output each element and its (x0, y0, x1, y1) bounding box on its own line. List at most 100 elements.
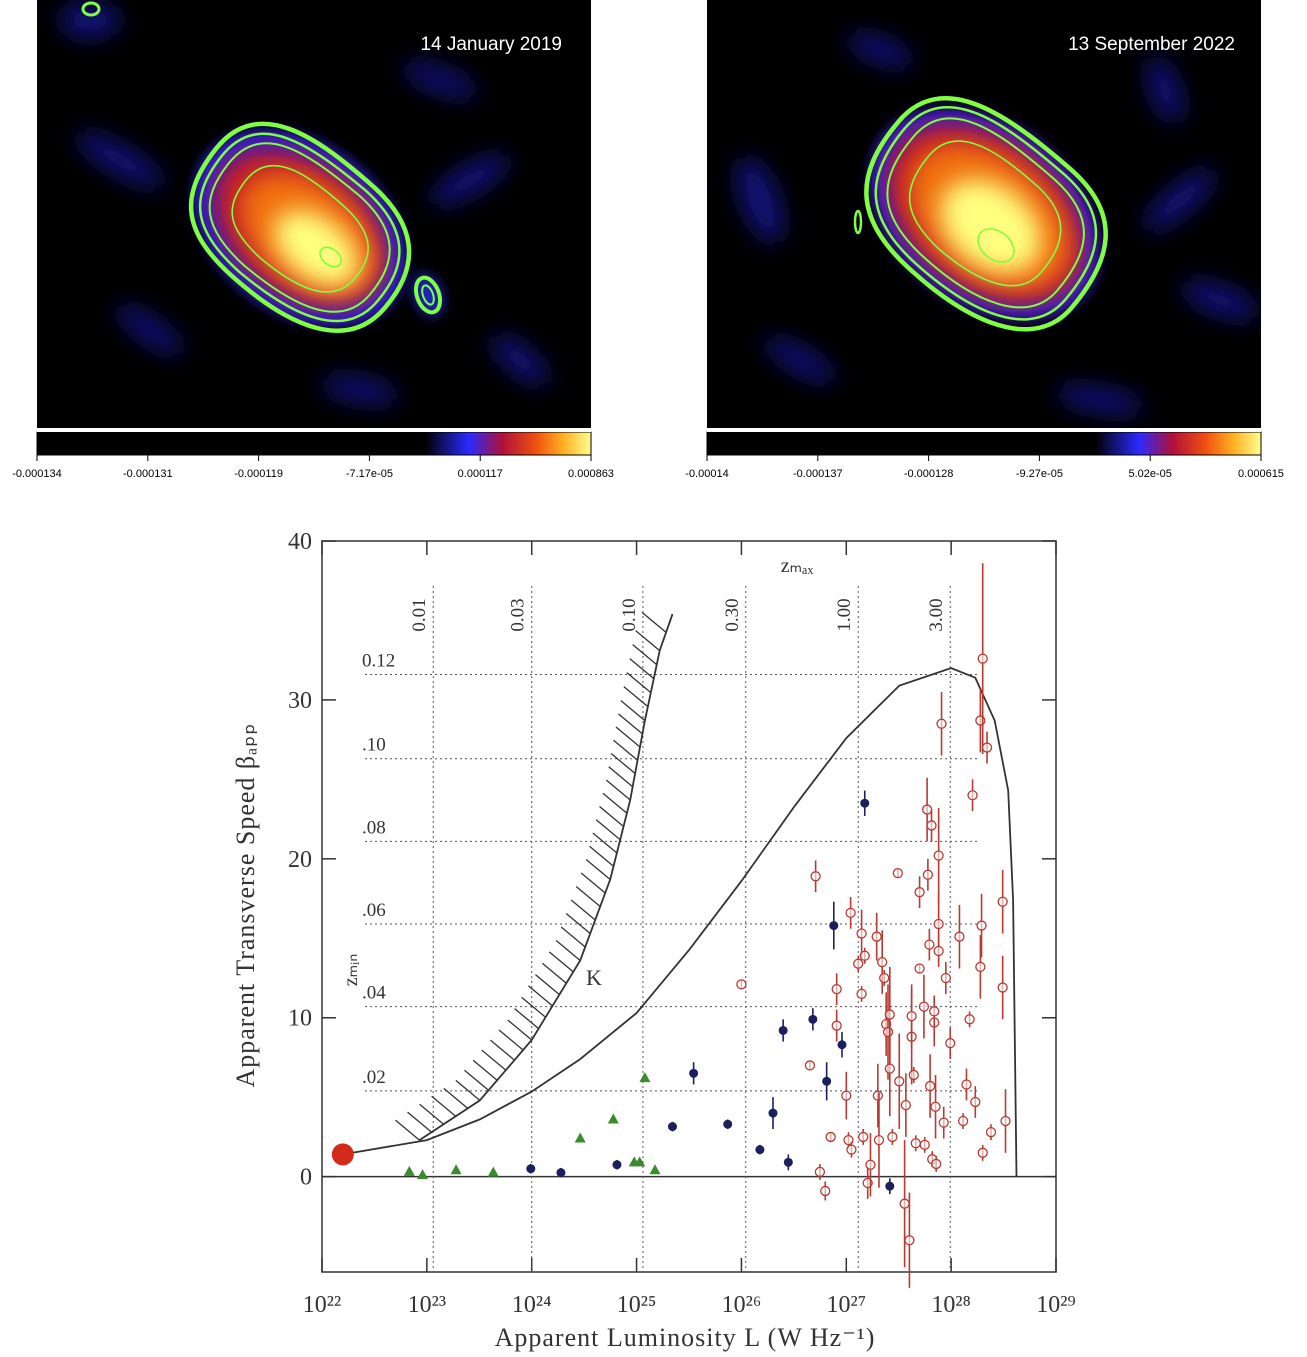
zmax-label: 0.10 (619, 598, 640, 631)
hatch (498, 1029, 524, 1051)
separator (707, 428, 1261, 432)
radio-image-left (37, 0, 591, 428)
point (981, 742, 993, 753)
x-tick-label: 10²⁶ (722, 1292, 762, 1318)
hatch (605, 779, 631, 801)
point (859, 950, 870, 961)
point (906, 1011, 917, 1022)
colorbar-tick-label: -0.00014 (685, 468, 728, 480)
x-axis-title: Apparent Luminosity L (W Hz⁻¹) (495, 1323, 876, 1352)
point (783, 1157, 793, 1167)
point (871, 931, 882, 942)
hatch (589, 845, 614, 867)
colorbar-tick-label: 5.02e-05 (1128, 468, 1171, 480)
point (914, 887, 925, 898)
point (556, 1168, 566, 1178)
hatch (407, 1111, 432, 1133)
hatch (623, 686, 649, 708)
point (926, 820, 937, 831)
point (921, 804, 933, 815)
point (858, 1131, 869, 1143)
point (831, 1020, 842, 1031)
point (877, 956, 888, 968)
hatch (541, 962, 567, 984)
point (931, 1158, 942, 1170)
point (607, 1113, 619, 1124)
hatch (615, 726, 641, 748)
hatch (629, 658, 655, 680)
point (894, 1076, 905, 1087)
hatch (395, 1119, 420, 1141)
colorbar-tick-label: -0.000134 (12, 468, 62, 480)
point (933, 945, 944, 957)
point (837, 1040, 847, 1050)
point (957, 1115, 969, 1127)
point (930, 1101, 941, 1112)
y-tick-label: 40 (288, 529, 312, 555)
point (933, 850, 944, 861)
point (845, 907, 856, 919)
point (975, 715, 986, 726)
colorbar-tick-label: 0.000863 (568, 468, 614, 480)
point (879, 972, 890, 984)
x-tick-label: 10²³ (408, 1292, 446, 1318)
x-tick-label: 10²⁸ (931, 1292, 971, 1318)
hatch (514, 1008, 540, 1030)
hatch (570, 899, 596, 921)
hatch (481, 1049, 507, 1071)
hatch (575, 886, 601, 907)
zmin-label: .10 (362, 735, 386, 756)
hatch (555, 940, 581, 962)
point (929, 1006, 940, 1017)
point (985, 1127, 997, 1138)
point (804, 1060, 816, 1071)
point (967, 790, 978, 801)
zmax-label: 0.01 (409, 598, 430, 631)
point (723, 1119, 733, 1129)
zmax-label: 3.00 (926, 598, 947, 631)
point (908, 1069, 919, 1081)
point (900, 1099, 912, 1111)
hatch (618, 713, 643, 735)
x-tick-label: 10²² (303, 1292, 341, 1318)
zmin-label: .08 (362, 817, 386, 838)
curve-label: K (586, 965, 602, 990)
point (634, 1156, 646, 1167)
colorbar-tick-label: -0.000119 (234, 468, 283, 480)
point (856, 988, 867, 1000)
point (689, 1068, 699, 1078)
y-axis-title: Apparent Transverse Speed βₐₚₚ (231, 722, 260, 1087)
hatch (521, 996, 546, 1018)
point (970, 1096, 981, 1108)
image-date: 14 January 2019 (420, 34, 562, 55)
point (885, 1181, 895, 1191)
hatch (580, 872, 606, 894)
point (997, 896, 1008, 907)
envelope-curve (419, 613, 674, 1141)
point (961, 1079, 972, 1090)
point (919, 1139, 930, 1151)
point (403, 1165, 415, 1176)
hatch (602, 792, 628, 814)
x-tick-label: 10²⁴ (512, 1292, 552, 1318)
point (884, 1009, 895, 1020)
point (910, 1138, 921, 1149)
hatch (535, 974, 560, 996)
x-tick-label: 10²⁵ (617, 1292, 657, 1318)
y-tick-label: 10 (288, 1006, 312, 1032)
hatch (599, 806, 624, 828)
point (887, 1131, 898, 1143)
point (808, 1014, 818, 1024)
point (975, 961, 986, 973)
colorbar-tick-label: 0.000615 (1238, 468, 1284, 480)
point (884, 1063, 895, 1074)
x-tick-label: 10²⁹ (1036, 1292, 1076, 1318)
point (964, 1014, 975, 1025)
hatch (608, 766, 634, 788)
point (1000, 1115, 1011, 1127)
hatch (632, 644, 658, 666)
point (936, 718, 947, 729)
point (976, 920, 987, 931)
hatch (472, 1059, 498, 1081)
colorbar-tick-label: -0.000128 (904, 468, 954, 480)
